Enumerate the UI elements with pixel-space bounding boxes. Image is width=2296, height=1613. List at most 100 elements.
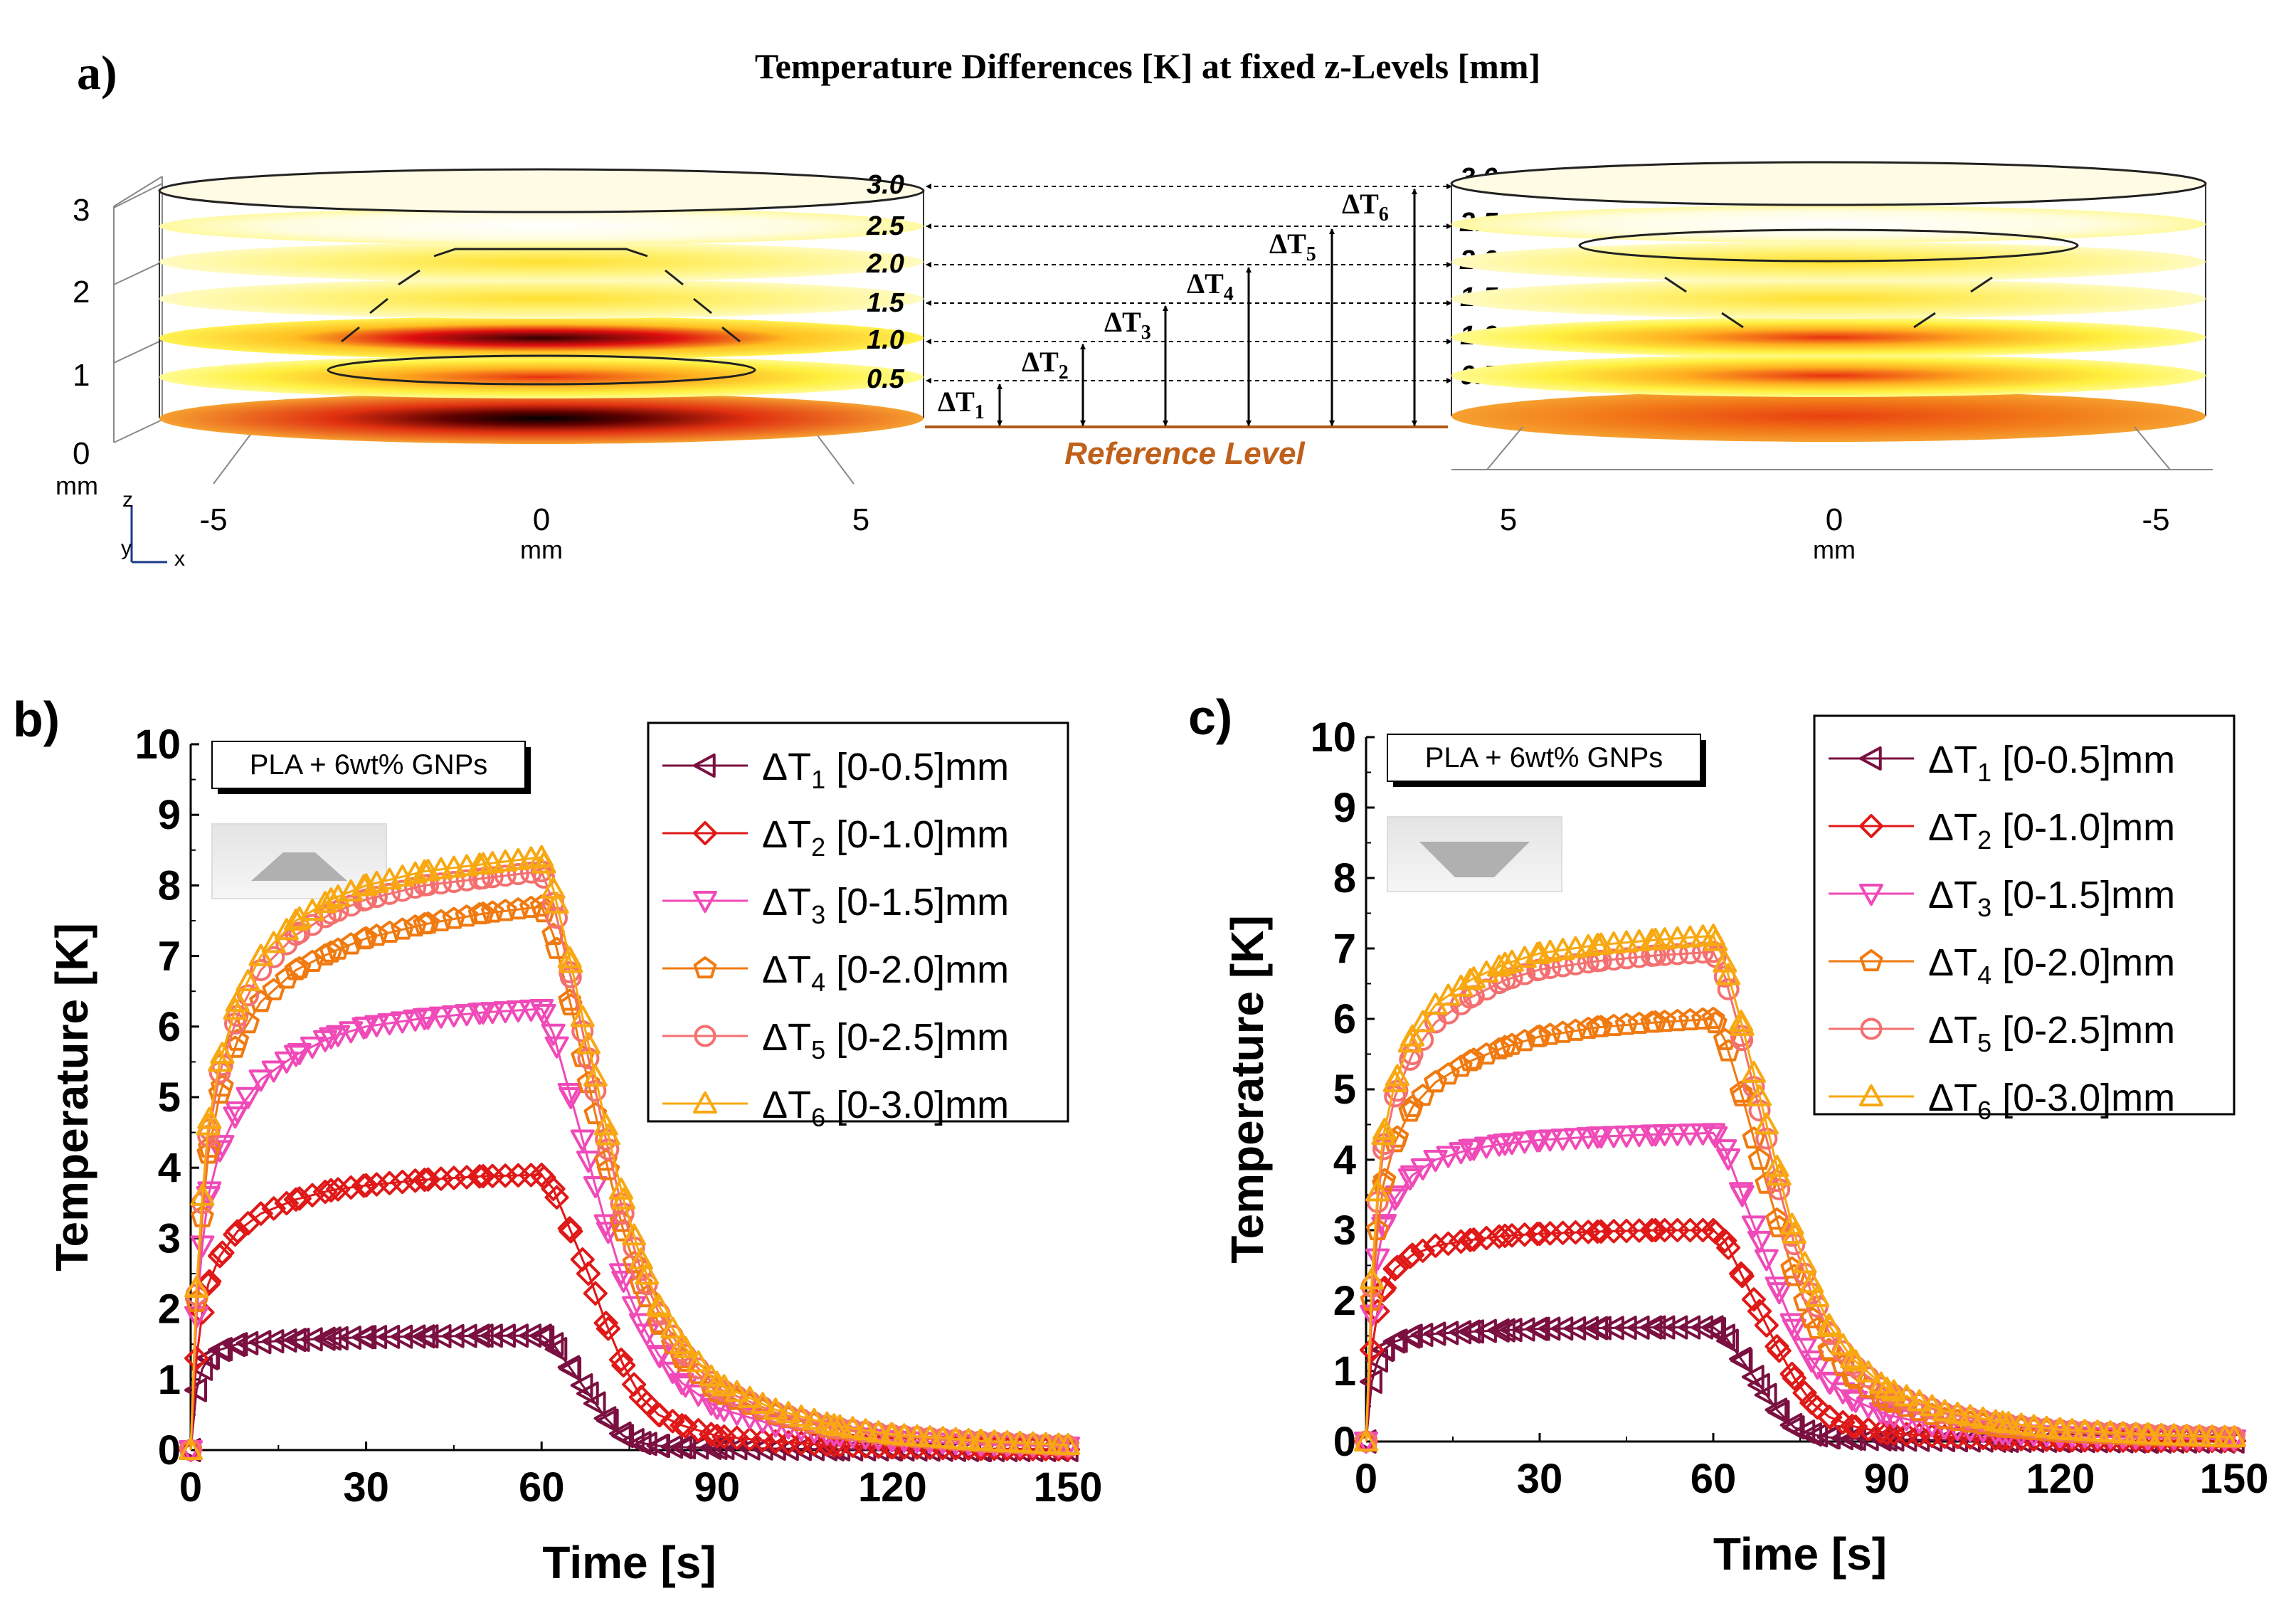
data-point xyxy=(471,1164,495,1189)
data-point-dense xyxy=(480,900,504,923)
data-point-dense xyxy=(531,1325,555,1350)
data-point-dense xyxy=(1525,1025,1550,1047)
legend-entry: ΔT5 [0-2.5]mm xyxy=(1928,1009,2175,1057)
x-tick-label: 120 xyxy=(858,1464,927,1511)
data-point-dense xyxy=(364,1015,389,1037)
data-point-dense xyxy=(236,1086,260,1109)
data-point-dense xyxy=(1729,1009,1754,1032)
data-point-dense xyxy=(635,1323,660,1346)
data-point-dense xyxy=(441,1323,465,1348)
data-point-dense xyxy=(1424,1070,1447,1093)
data-point-dense xyxy=(622,1251,646,1274)
legend-range: [0-1.0]mm xyxy=(1991,806,2175,849)
legend-delta: ΔT xyxy=(762,881,811,924)
legend-range: [0-1.0]mm xyxy=(825,813,1009,856)
data-point-dense xyxy=(673,1414,698,1439)
data-point-dense xyxy=(1805,1423,1829,1448)
data-point-dense xyxy=(1716,963,1741,985)
data-point-dense xyxy=(428,1324,452,1349)
y-tick-label: 7 xyxy=(158,934,181,980)
level-2-5: 2.5 xyxy=(866,211,905,241)
data-point-dense xyxy=(995,1429,1020,1452)
data-point xyxy=(593,1113,618,1136)
legend-marker xyxy=(693,753,716,778)
left-z-axis-ticks: 0 1 2 3 mm xyxy=(55,193,98,500)
data-point-dense xyxy=(468,867,491,890)
legend-range: [0-1.5]mm xyxy=(825,881,1009,924)
data-point-dense xyxy=(416,1167,440,1192)
data-point-dense xyxy=(1729,1262,1754,1286)
data-point-dense xyxy=(1602,1126,1626,1148)
x-tick-label: 60 xyxy=(519,1464,565,1511)
right-x-axis-ticks: 5 0 -5 mm xyxy=(1500,502,2170,564)
data-point xyxy=(1747,1230,1772,1253)
data-point xyxy=(1875,1376,1899,1399)
legend-entry: ΔT5 [0-2.5]mm xyxy=(762,1016,1009,1064)
data-point-dense xyxy=(261,1329,285,1354)
data-point-dense xyxy=(326,937,350,960)
y-tick-label: 10 xyxy=(134,721,181,768)
annotation-text: PLA + 6wt% GNPs xyxy=(250,749,488,781)
data-point-dense xyxy=(1563,1316,1587,1340)
data-point-dense xyxy=(647,1295,672,1318)
data-point-dense xyxy=(2187,1424,2212,1447)
data-point xyxy=(1365,1179,1390,1202)
legend-delta: ΔT xyxy=(1928,1009,1977,1052)
y-tick-label: 6 xyxy=(1333,996,1356,1042)
panel-a-title: Temperature Differences [K] at fixed z-L… xyxy=(755,46,1540,86)
data-point xyxy=(1840,1346,1865,1369)
right-x-tick-neg5: -5 xyxy=(2142,502,2169,537)
data-point-dense xyxy=(2200,1424,2225,1447)
data-point-dense xyxy=(918,1424,943,1447)
data-point-dense xyxy=(429,909,453,931)
y-tick-label: 5 xyxy=(1333,1067,1356,1113)
data-point-dense xyxy=(724,1436,748,1461)
data-point-dense xyxy=(1945,1401,1970,1424)
data-point xyxy=(1643,1218,1668,1242)
legend-range: [0-2.0]mm xyxy=(1991,941,2175,984)
legend-subscript: 6 xyxy=(1977,1096,1991,1125)
data-point xyxy=(529,894,554,917)
z-unit: mm xyxy=(55,471,98,500)
y-tick-label: 0 xyxy=(1333,1419,1356,1465)
data-point-dense xyxy=(184,1346,209,1371)
data-point xyxy=(208,1081,232,1104)
legend-subscript: 2 xyxy=(1977,825,1991,855)
left-x-unit: mm xyxy=(520,535,563,564)
data-point-dense xyxy=(1397,1244,1422,1269)
data-point-dense xyxy=(531,851,556,874)
panel-a-label: a) xyxy=(77,46,117,100)
data-point-dense xyxy=(1678,1123,1703,1146)
data-point xyxy=(576,1032,601,1054)
data-point-dense xyxy=(441,1005,466,1027)
data-point-dense xyxy=(1512,1222,1537,1247)
data-point-dense xyxy=(300,949,324,973)
data-point-dense xyxy=(1360,1267,1385,1290)
data-point-dense xyxy=(1716,1235,1741,1260)
data-point-dense xyxy=(274,918,299,941)
y-axis-title: Temperature [K] xyxy=(1222,915,1273,1264)
data-point-dense xyxy=(416,1008,440,1030)
data-point-dense xyxy=(1513,963,1536,985)
data-point-dense xyxy=(1474,1226,1499,1251)
left-x-tick-neg5: -5 xyxy=(199,502,227,537)
data-point-dense xyxy=(1767,1282,1792,1305)
data-point-dense xyxy=(1385,1064,1409,1086)
data-point-dense xyxy=(1779,1313,1804,1336)
data-point-dense xyxy=(1564,1018,1587,1041)
data-point-dense xyxy=(608,1348,633,1373)
legend-entry: ΔT4 [0-2.0]mm xyxy=(1928,941,2175,990)
data-point-dense xyxy=(1754,1382,1777,1407)
data-point-dense xyxy=(1831,1333,1856,1355)
data-point-dense xyxy=(1474,1318,1497,1343)
data-point xyxy=(1747,1373,1770,1397)
x-tick-label: 60 xyxy=(1691,1456,1737,1502)
delta-t1: ΔT1 xyxy=(938,386,985,423)
data-point-dense xyxy=(1410,1158,1435,1180)
data-point-dense xyxy=(339,1021,364,1044)
data-point-dense xyxy=(1525,1130,1550,1153)
data-point-dense xyxy=(223,1012,246,1035)
left-slice-2-0 xyxy=(159,242,924,282)
data-point-dense xyxy=(2021,1414,2046,1437)
y-tick-label: 8 xyxy=(1333,855,1356,901)
